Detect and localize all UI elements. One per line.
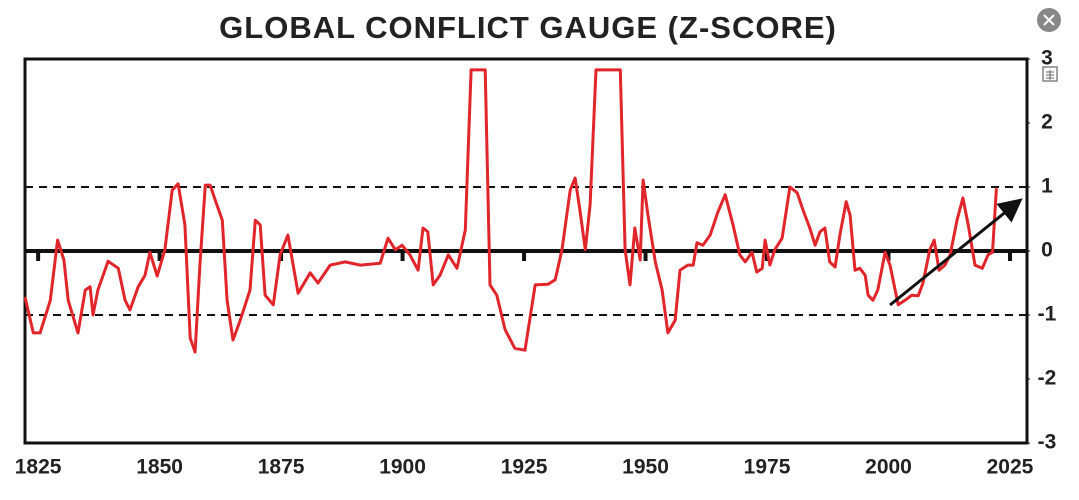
y-tick-label: 3	[1041, 47, 1053, 70]
y-tick-label: 1	[1041, 175, 1053, 198]
chart-title: GLOBAL CONFLICT GAUGE (Z-SCORE)	[219, 10, 837, 45]
x-tick-label: 1975	[744, 456, 791, 479]
data-line	[23, 68, 998, 354]
close-button[interactable]	[1037, 8, 1061, 32]
trend-arrow	[889, 198, 1023, 307]
y-tick-label: 0	[1041, 239, 1053, 262]
x-tick-label: 1925	[501, 456, 548, 479]
grid-icon[interactable]	[1042, 66, 1058, 82]
y-tick-label: -2	[1038, 367, 1057, 390]
y-tick-label: -3	[1038, 431, 1057, 454]
x-tick-label: 1875	[258, 456, 305, 479]
y-tick-label: 2	[1041, 111, 1053, 134]
y-tick-label: -1	[1038, 303, 1057, 326]
x-tick-label: 1825	[15, 456, 62, 479]
x-tick-label: 2000	[865, 456, 912, 479]
x-tick-label: 2025	[987, 456, 1034, 479]
x-tick-label: 1850	[136, 456, 183, 479]
x-tick-label: 1950	[622, 456, 669, 479]
x-tick-label: 1900	[379, 456, 426, 479]
